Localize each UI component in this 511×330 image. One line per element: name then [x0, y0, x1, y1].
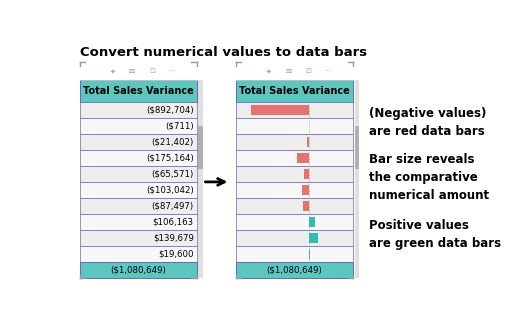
Text: ($1,080,649): ($1,080,649)	[267, 265, 322, 275]
Bar	[302, 185, 309, 195]
Text: ($21,402): ($21,402)	[152, 137, 194, 147]
Bar	[303, 201, 309, 211]
Text: ✦: ✦	[266, 68, 272, 74]
Text: Total Sales Variance: Total Sales Variance	[239, 86, 350, 96]
Bar	[198, 126, 203, 169]
Text: ≡: ≡	[285, 66, 293, 76]
Bar	[236, 166, 353, 182]
Bar	[309, 233, 318, 243]
Text: ($711): ($711)	[165, 121, 194, 130]
Bar	[80, 214, 197, 230]
Text: Convert numerical values to data bars: Convert numerical values to data bars	[80, 46, 367, 59]
Bar	[80, 262, 197, 278]
Bar	[236, 134, 353, 150]
Bar	[80, 246, 197, 262]
Text: ($87,497): ($87,497)	[152, 201, 194, 211]
Bar	[80, 80, 197, 102]
Bar	[80, 230, 197, 246]
Text: $106,163: $106,163	[153, 217, 194, 226]
Bar	[236, 182, 353, 198]
Text: Bar size reveals
the comparative
numerical amount: Bar size reveals the comparative numeric…	[369, 152, 489, 202]
Bar	[305, 169, 309, 179]
Text: $139,679: $139,679	[153, 233, 194, 243]
Bar	[80, 102, 197, 118]
Bar	[236, 262, 353, 278]
Bar	[251, 105, 309, 115]
Bar	[355, 126, 359, 169]
Text: ✦: ✦	[109, 68, 115, 74]
Text: ⊡: ⊡	[306, 68, 312, 74]
Bar	[236, 214, 353, 230]
Bar	[198, 80, 203, 278]
Bar	[307, 137, 309, 147]
Bar	[80, 118, 197, 134]
Bar	[80, 198, 197, 214]
Text: ($103,042): ($103,042)	[146, 185, 194, 194]
Bar	[236, 230, 353, 246]
Text: ≡: ≡	[128, 66, 136, 76]
Text: (Negative values)
are red data bars: (Negative values) are red data bars	[369, 107, 486, 138]
Bar	[297, 153, 309, 163]
Bar	[80, 150, 197, 166]
Text: ···: ···	[168, 67, 176, 76]
Bar	[355, 80, 359, 278]
Text: Total Sales Variance: Total Sales Variance	[83, 86, 194, 96]
Text: ($892,704): ($892,704)	[146, 105, 194, 115]
Text: ($1,080,649): ($1,080,649)	[110, 265, 166, 275]
Text: $19,600: $19,600	[158, 249, 194, 258]
Bar	[236, 118, 353, 134]
Bar	[80, 166, 197, 182]
Bar	[309, 217, 315, 227]
Bar	[309, 249, 310, 259]
Text: ⊡: ⊡	[149, 68, 155, 74]
Bar	[236, 80, 353, 102]
Text: ($65,571): ($65,571)	[152, 169, 194, 179]
Bar	[236, 246, 353, 262]
Bar	[236, 102, 353, 118]
Bar	[80, 134, 197, 150]
Bar	[236, 150, 353, 166]
Text: ···: ···	[324, 67, 332, 76]
Text: ($175,164): ($175,164)	[146, 153, 194, 162]
Text: Positive values
are green data bars: Positive values are green data bars	[369, 219, 501, 250]
Bar	[236, 198, 353, 214]
Bar	[80, 182, 197, 198]
